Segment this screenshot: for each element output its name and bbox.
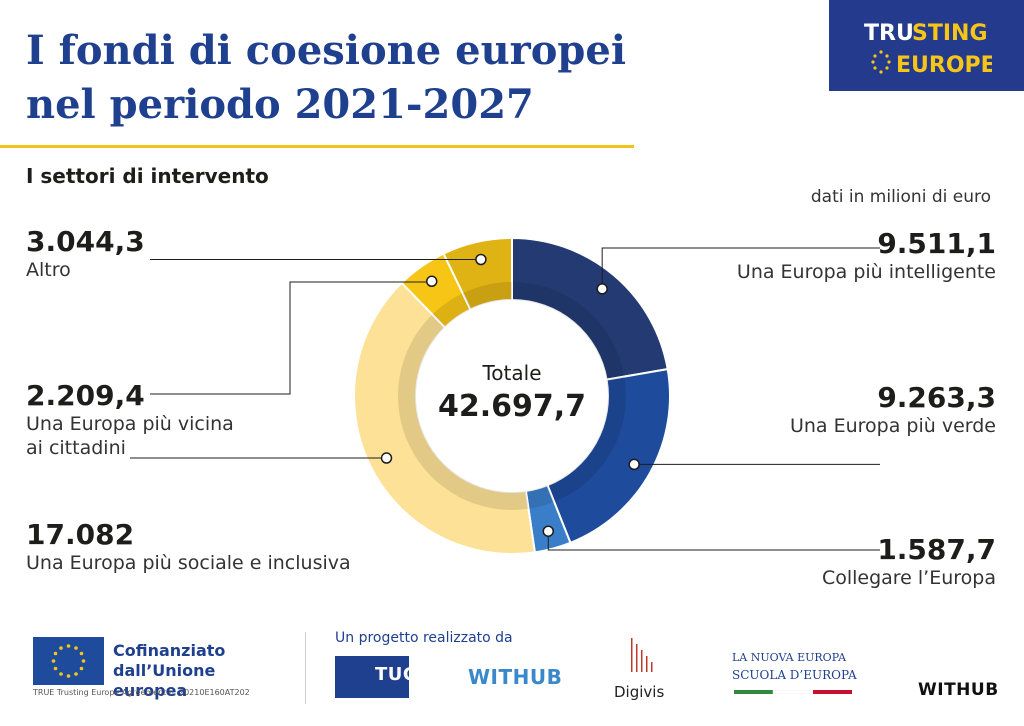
tucep-logo [335,656,409,698]
italian-flag-bar [734,690,852,694]
label-intelligente-name: Una Europa più intelligente [736,261,996,283]
label-vicina-value: 2.209,4 [26,379,145,412]
center-total: 42.697,7 [438,389,586,424]
eu-star [74,646,78,650]
footer-divider [305,632,306,704]
label-vicina-name-1: Una Europa più vicina [26,413,234,435]
slice-shade-sociale [398,314,529,510]
label-vicina-name-2: ai cittadini [26,437,126,459]
label-collegare-name: Collegare l’Europa [821,567,996,589]
eu-star [53,666,58,671]
slice-shade-verde [547,376,626,502]
label-altro: 3.044,3 Altro [26,226,145,282]
eu-star [66,644,71,648]
title-line-2: nel periodo 2021-2027 [26,81,534,128]
label-altro-name: Altro [26,259,71,281]
nuova-europa-logo: LA NUOVA EUROPA [732,651,847,664]
eu-star [79,651,84,656]
slice-sociale [353,281,536,555]
eu-star [81,659,86,663]
slice-altro [442,236,513,311]
withub-logo-right: WITHUB [918,680,999,700]
trusting-europe-logo-mark: TRU STING EUROPE [864,21,992,78]
progetto-text: Un progetto realizzato da [335,630,513,646]
page-title: I fondi di coesione europei nel periodo … [26,24,666,132]
leader-marker-vicina [425,275,438,288]
slice-shade-vicina [432,293,471,328]
leader-marker-verde [628,458,640,471]
eu-star [79,666,84,671]
label-sociale-name: Una Europa più sociale e inclusiva [26,552,351,574]
chart-subtitle: I settori di intervento [26,164,269,188]
eu-star [59,646,63,650]
eu-flag-icon [33,637,104,685]
label-verde-value: 9.263,3 [877,381,996,414]
label-collegare: 1.587,7 Collegare l’Europa [822,534,996,590]
title-underline [0,145,634,148]
eu-star [66,674,71,678]
leader-line-intelligente [601,247,880,289]
tucep-logo-text: TUCEP [375,664,444,685]
svg-text:EUROPE: EUROPE [896,53,992,78]
label-intelligente-value: 9.511,1 [877,227,996,260]
center-label: Totale [481,361,541,385]
label-verde: 9.263,3 Una Europa più verde [790,382,996,438]
svg-text:STING: STING [912,21,988,46]
slice-shade-altro [462,282,512,310]
title-line-1: I fondi di coesione europei [26,27,627,74]
label-sociale: 17.082 Una Europa più sociale e inclusiv… [26,519,351,575]
slice-intelligente [511,236,669,381]
slice-shade-collegare [525,485,555,509]
slice-shade-intelligente [512,282,625,380]
eu-star [59,672,63,676]
leader-marker-collegare [542,525,555,537]
leader-marker-altro [475,253,487,266]
label-vicina: 2.209,4 Una Europa più vicina ai cittadi… [26,380,234,460]
label-intelligente: 9.511,1 Una Europa più intelligente [737,228,996,284]
leader-line-collegare [547,531,880,551]
label-altro-value: 3.044,3 [26,225,145,258]
withub-logo: WITHUB [468,665,563,689]
leader-marker-intelligente [596,283,608,295]
label-sociale-value: 17.082 [26,518,135,551]
agreement-text: TRUE Trusting Europe Agreement n. 20210E… [33,688,250,697]
leader-marker-sociale [380,452,393,464]
digivis-bars-icon [631,638,653,672]
eu-star [74,672,78,676]
digivis-logo: Digivis [614,683,665,701]
label-verde-name: Una Europa più verde [789,415,996,437]
scuola-europa-logo: SCUOLA D’EUROPA [732,668,857,682]
eu-star [51,659,56,663]
svg-text:TRU: TRU [864,21,914,46]
eu-star [53,651,58,656]
trusting-europe-logo: TRU STING EUROPE [829,0,1024,91]
label-collegare-value: 1.587,7 [877,533,996,566]
cofinanziato-text: Cofinanziato dall’Unione europea [113,641,226,700]
unit-note: dati in milioni di euro [810,187,991,207]
